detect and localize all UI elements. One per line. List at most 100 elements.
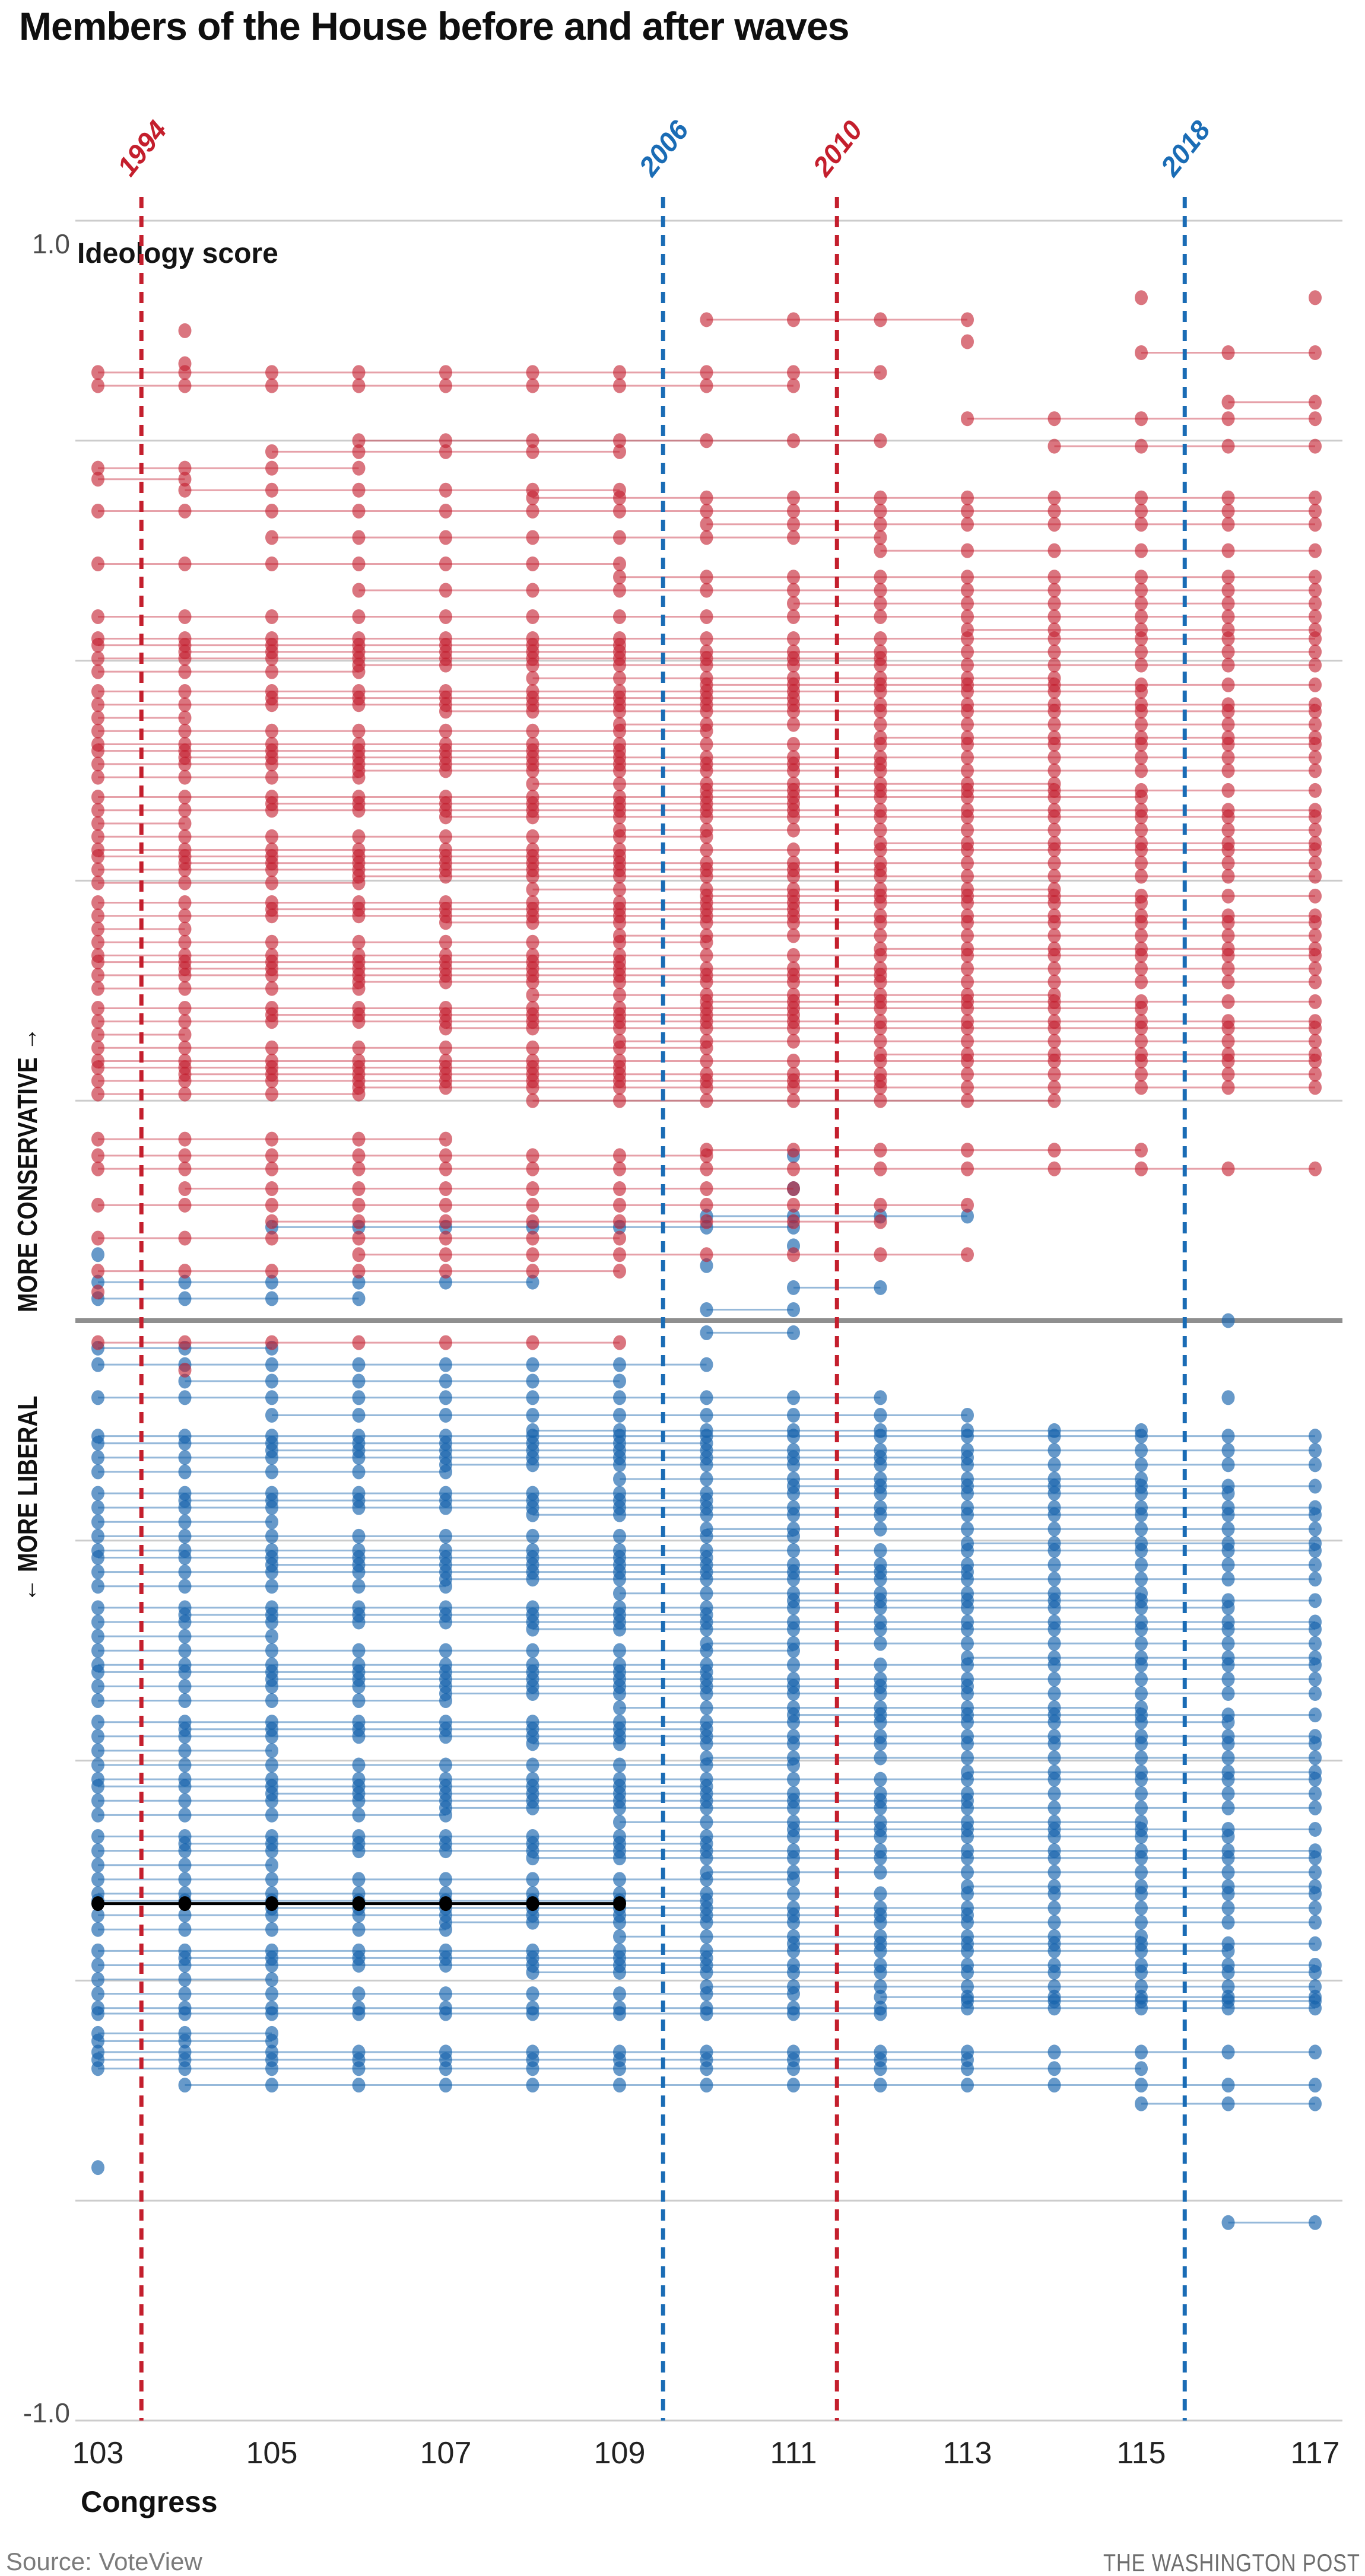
member-dot bbox=[265, 1528, 278, 1544]
member-dot bbox=[178, 460, 192, 476]
x-tick-label: 111 bbox=[770, 2436, 817, 2470]
member-dot bbox=[1309, 888, 1322, 904]
member-dot bbox=[787, 1886, 800, 1901]
member-dot bbox=[352, 1500, 366, 1515]
member-dot bbox=[700, 737, 713, 752]
member-dot bbox=[1221, 644, 1235, 660]
member-dot bbox=[91, 1390, 104, 1405]
member-dot bbox=[439, 1197, 452, 1213]
member-dot bbox=[1221, 1686, 1235, 1702]
member-dot bbox=[178, 1014, 192, 1029]
member-dot bbox=[874, 1800, 887, 1815]
member-dot bbox=[1047, 1979, 1061, 1995]
member-dot bbox=[352, 583, 366, 598]
member-dot bbox=[91, 503, 104, 519]
member-dot bbox=[613, 1929, 626, 1944]
member-dot bbox=[178, 1436, 192, 1451]
member-dot bbox=[265, 1678, 278, 1694]
member-dot bbox=[700, 1053, 713, 1068]
member-dot bbox=[1309, 1033, 1322, 1049]
page-title: Members of the House before and after wa… bbox=[19, 4, 849, 48]
member-dot bbox=[1309, 2078, 1322, 2093]
member-dot bbox=[700, 1357, 713, 1372]
member-dot bbox=[961, 1093, 974, 1108]
member-dot bbox=[613, 365, 626, 380]
member-dot bbox=[700, 609, 713, 624]
member-dot bbox=[613, 987, 626, 1003]
member-dot bbox=[613, 1373, 626, 1389]
member-dot bbox=[787, 822, 800, 838]
member-dot bbox=[1221, 737, 1235, 752]
member-dot bbox=[526, 1373, 539, 1389]
member-dot bbox=[1309, 290, 1322, 306]
x-tick-label: 113 bbox=[943, 2436, 992, 2470]
member-dot bbox=[700, 1643, 713, 1658]
member-dot bbox=[352, 1693, 366, 1709]
member-dot bbox=[1309, 657, 1322, 673]
member-dot bbox=[700, 1471, 713, 1487]
member-dot bbox=[178, 723, 192, 739]
member-dot bbox=[265, 1614, 278, 1630]
member-dot bbox=[613, 1686, 626, 1702]
member-dot bbox=[1221, 438, 1235, 454]
wave-label-1994: 1994 bbox=[111, 115, 173, 182]
member-dot bbox=[613, 1700, 626, 1716]
member-dot bbox=[961, 974, 974, 990]
member-dot bbox=[265, 1373, 278, 1389]
member-dot bbox=[1309, 1020, 1322, 1036]
member-dot bbox=[1047, 1750, 1061, 1766]
member-dot bbox=[874, 530, 887, 545]
member-dot bbox=[1309, 570, 1322, 585]
member-dot bbox=[352, 1564, 366, 1580]
member-dot bbox=[178, 1040, 192, 1055]
member-dot bbox=[1047, 1636, 1061, 1651]
member-dot bbox=[961, 490, 974, 505]
member-dot bbox=[1309, 1850, 1322, 1866]
member-dot bbox=[613, 974, 626, 990]
member-dot bbox=[178, 1793, 192, 1808]
member-dot bbox=[526, 1872, 539, 1887]
member-dot bbox=[265, 1407, 278, 1423]
member-dot bbox=[91, 1148, 104, 1163]
member-dot bbox=[91, 829, 104, 844]
member-dot bbox=[91, 756, 104, 772]
member-dot bbox=[265, 1040, 278, 1055]
member-dot bbox=[1221, 947, 1235, 963]
member-dot bbox=[700, 1325, 713, 1340]
member-dot bbox=[526, 1643, 539, 1658]
member-dot bbox=[1135, 1657, 1148, 1672]
member-dot bbox=[1047, 517, 1061, 532]
member-dot bbox=[526, 1528, 539, 1544]
member-dot bbox=[787, 490, 800, 505]
member-dot bbox=[352, 1528, 366, 1544]
member-dot bbox=[265, 1629, 278, 1644]
wave-label-2018: 2018 bbox=[1154, 115, 1217, 182]
member-dot bbox=[1135, 1850, 1148, 1866]
member-dot bbox=[1047, 1943, 1061, 1958]
member-dot bbox=[526, 1507, 539, 1522]
member-dot bbox=[1047, 1080, 1061, 1095]
member-dot bbox=[1309, 1443, 1322, 1458]
member-dot bbox=[1221, 1900, 1235, 1916]
member-dot bbox=[526, 1621, 539, 1637]
member-dot bbox=[526, 1390, 539, 1405]
member-dot bbox=[700, 1736, 713, 1751]
member-dot bbox=[91, 1264, 104, 1279]
member-dot bbox=[526, 1197, 539, 1213]
member-dot bbox=[265, 968, 278, 983]
member-dot bbox=[961, 1657, 974, 1672]
member-dot bbox=[1221, 2044, 1235, 2060]
member-dot bbox=[178, 1514, 192, 1529]
member-dot bbox=[352, 1450, 366, 1465]
member-dot bbox=[265, 2061, 278, 2076]
member-dot bbox=[439, 974, 452, 990]
member-dot bbox=[91, 1643, 104, 1658]
member-dot bbox=[874, 312, 887, 327]
member-dot bbox=[787, 1407, 800, 1423]
member-dot bbox=[700, 1572, 713, 1587]
member-dot bbox=[700, 1757, 713, 1773]
member-dot bbox=[787, 1143, 800, 1158]
member-dot bbox=[700, 1020, 713, 1036]
member-dot bbox=[1135, 2078, 1148, 2093]
member-dot bbox=[1221, 809, 1235, 825]
